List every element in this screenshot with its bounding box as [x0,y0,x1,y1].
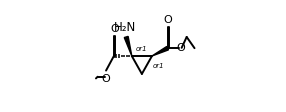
Text: O: O [164,15,172,25]
Text: or1: or1 [152,63,164,69]
Text: H₂N: H₂N [114,21,136,34]
Polygon shape [124,36,132,56]
Text: O: O [101,74,110,84]
Text: O: O [110,24,119,34]
Text: or1: or1 [136,46,147,52]
Text: O: O [176,43,185,53]
Polygon shape [152,46,168,56]
